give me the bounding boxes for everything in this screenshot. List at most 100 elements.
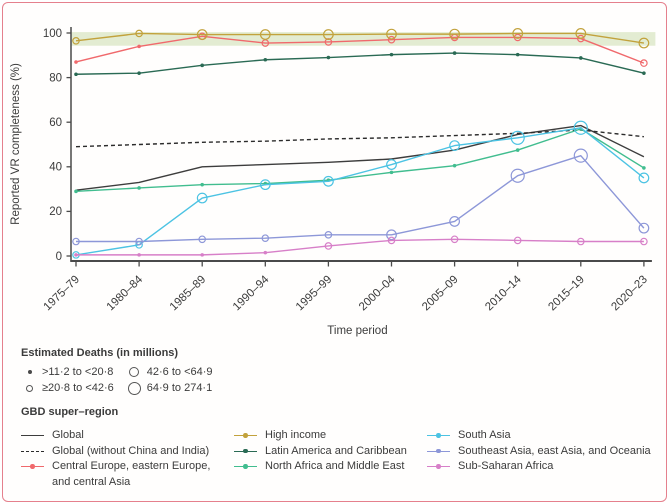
x-tick-label: 2020–23 bbox=[609, 274, 650, 314]
y-tick-label: 100 bbox=[43, 28, 62, 40]
data-point bbox=[389, 170, 394, 175]
data-point bbox=[259, 29, 271, 40]
data-point bbox=[452, 51, 457, 55]
size-4-marker-icon bbox=[127, 381, 141, 395]
data-point bbox=[324, 38, 333, 46]
data-point bbox=[452, 163, 457, 168]
data-point bbox=[200, 182, 204, 187]
series-line bbox=[75, 32, 645, 44]
legend-item-latin-america: Latin America and Caribbean bbox=[234, 444, 430, 460]
data-point bbox=[74, 72, 78, 77]
data-point bbox=[386, 229, 397, 241]
data-point bbox=[512, 28, 524, 39]
x-tick-label: 1985–89 bbox=[168, 274, 209, 314]
gbd-legend-column-3: South Asia Southeast Asia, east Asia, an… bbox=[427, 428, 665, 475]
gbd-legend-column-2: High income Latin America and Caribbean … bbox=[234, 428, 430, 475]
data-point bbox=[323, 175, 334, 187]
data-point bbox=[72, 37, 80, 45]
gbd-legend-title: GBD super–region bbox=[21, 406, 119, 418]
y-tick-label: 60 bbox=[49, 117, 62, 129]
data-point bbox=[200, 253, 204, 257]
data-point bbox=[387, 35, 396, 44]
data-point bbox=[137, 186, 141, 190]
southeast-asia-line-swatch-icon bbox=[427, 448, 450, 453]
data-point bbox=[640, 237, 648, 246]
data-point bbox=[510, 130, 525, 145]
deaths-legend-item: ≥20·8 to <42·6 bbox=[23, 380, 114, 396]
legend-item-southeast-asia: Southeast Asia, east Asia, and Oceania bbox=[427, 444, 665, 460]
series-line bbox=[75, 35, 645, 64]
legend-item-global: Global bbox=[21, 428, 227, 444]
data-point bbox=[259, 179, 271, 191]
data-point bbox=[200, 63, 204, 68]
deaths-legend-label: ≥20·8 to <42·6 bbox=[42, 382, 114, 394]
deaths-legend-item: 64·9 to 274·1 bbox=[127, 380, 213, 396]
data-point bbox=[137, 71, 141, 75]
data-point bbox=[573, 120, 588, 135]
series-line bbox=[75, 128, 645, 193]
y-axis-title: Reported VR completeness (%) bbox=[10, 63, 22, 225]
data-point bbox=[449, 140, 461, 152]
x-tick-label: 1975–79 bbox=[42, 274, 83, 314]
data-point bbox=[387, 236, 396, 245]
series-line bbox=[76, 238, 644, 256]
data-point bbox=[640, 59, 648, 67]
deaths-legend-label: >11·2 to <20·8 bbox=[42, 366, 114, 378]
high-income-line-swatch-icon bbox=[234, 433, 257, 438]
data-point bbox=[137, 253, 141, 257]
data-point bbox=[510, 168, 525, 183]
data-point bbox=[324, 242, 333, 250]
sub-saharan-line-swatch-icon bbox=[427, 464, 450, 469]
data-point bbox=[638, 172, 650, 184]
global-line-swatch-icon bbox=[21, 435, 44, 436]
data-point bbox=[642, 166, 646, 170]
gbd-legend-column-1: Global Global (without China and India) … bbox=[21, 428, 227, 490]
series-line bbox=[75, 124, 645, 191]
data-point bbox=[638, 222, 650, 234]
data-point bbox=[72, 237, 80, 246]
data-point bbox=[386, 159, 397, 170]
data-point bbox=[135, 237, 143, 246]
data-point bbox=[579, 56, 583, 60]
central-europe-line-swatch-icon bbox=[21, 464, 44, 469]
data-point bbox=[450, 235, 459, 244]
series-line bbox=[75, 52, 645, 75]
data-point bbox=[575, 28, 587, 39]
high-income-band bbox=[71, 32, 656, 46]
legend-item-high-income: High income bbox=[234, 428, 430, 444]
deaths-legend-label: 64·9 to 274·1 bbox=[146, 382, 213, 394]
series-line bbox=[75, 127, 645, 256]
data-point bbox=[515, 52, 520, 57]
data-point bbox=[324, 231, 333, 239]
data-point bbox=[74, 253, 78, 257]
size-3-marker-icon bbox=[128, 367, 141, 377]
x-tick-label: 1990–94 bbox=[231, 273, 272, 313]
series-line bbox=[75, 129, 644, 148]
data-point bbox=[326, 55, 331, 60]
size-2-marker-icon bbox=[23, 384, 36, 392]
data-point bbox=[449, 28, 461, 40]
data-point bbox=[263, 250, 268, 255]
legend-item-global-without-china-india: Global (without China and India) bbox=[21, 444, 227, 460]
x-tick-label: 1995–99 bbox=[294, 274, 335, 314]
data-point bbox=[261, 234, 270, 242]
data-point bbox=[137, 44, 141, 49]
deaths-legend-title: Estimated Deaths (in millions) bbox=[21, 347, 179, 359]
legend-item-north-africa: North Africa and Middle East bbox=[234, 459, 430, 475]
south-asia-line-swatch-icon bbox=[427, 433, 450, 438]
x-tick-label: 2000–04 bbox=[357, 273, 398, 313]
x-tick-label: 2010–14 bbox=[483, 273, 524, 313]
data-point bbox=[515, 148, 520, 152]
north-africa-line-swatch-icon bbox=[234, 464, 257, 469]
deaths-legend-item: 42·6 to <64·9 bbox=[128, 364, 213, 380]
data-point bbox=[198, 235, 207, 244]
data-point bbox=[513, 236, 522, 245]
data-point bbox=[263, 57, 268, 62]
data-point bbox=[576, 237, 585, 246]
x-axis-title: Time period bbox=[327, 325, 387, 337]
legend-item-sub-saharan-africa: Sub-Saharan Africa bbox=[427, 459, 665, 475]
deaths-legend-label: 42·6 to <64·9 bbox=[146, 366, 213, 378]
data-point bbox=[638, 37, 650, 49]
legend-item-central-europe: Central Europe, eastern Europe, and cent… bbox=[21, 459, 227, 490]
